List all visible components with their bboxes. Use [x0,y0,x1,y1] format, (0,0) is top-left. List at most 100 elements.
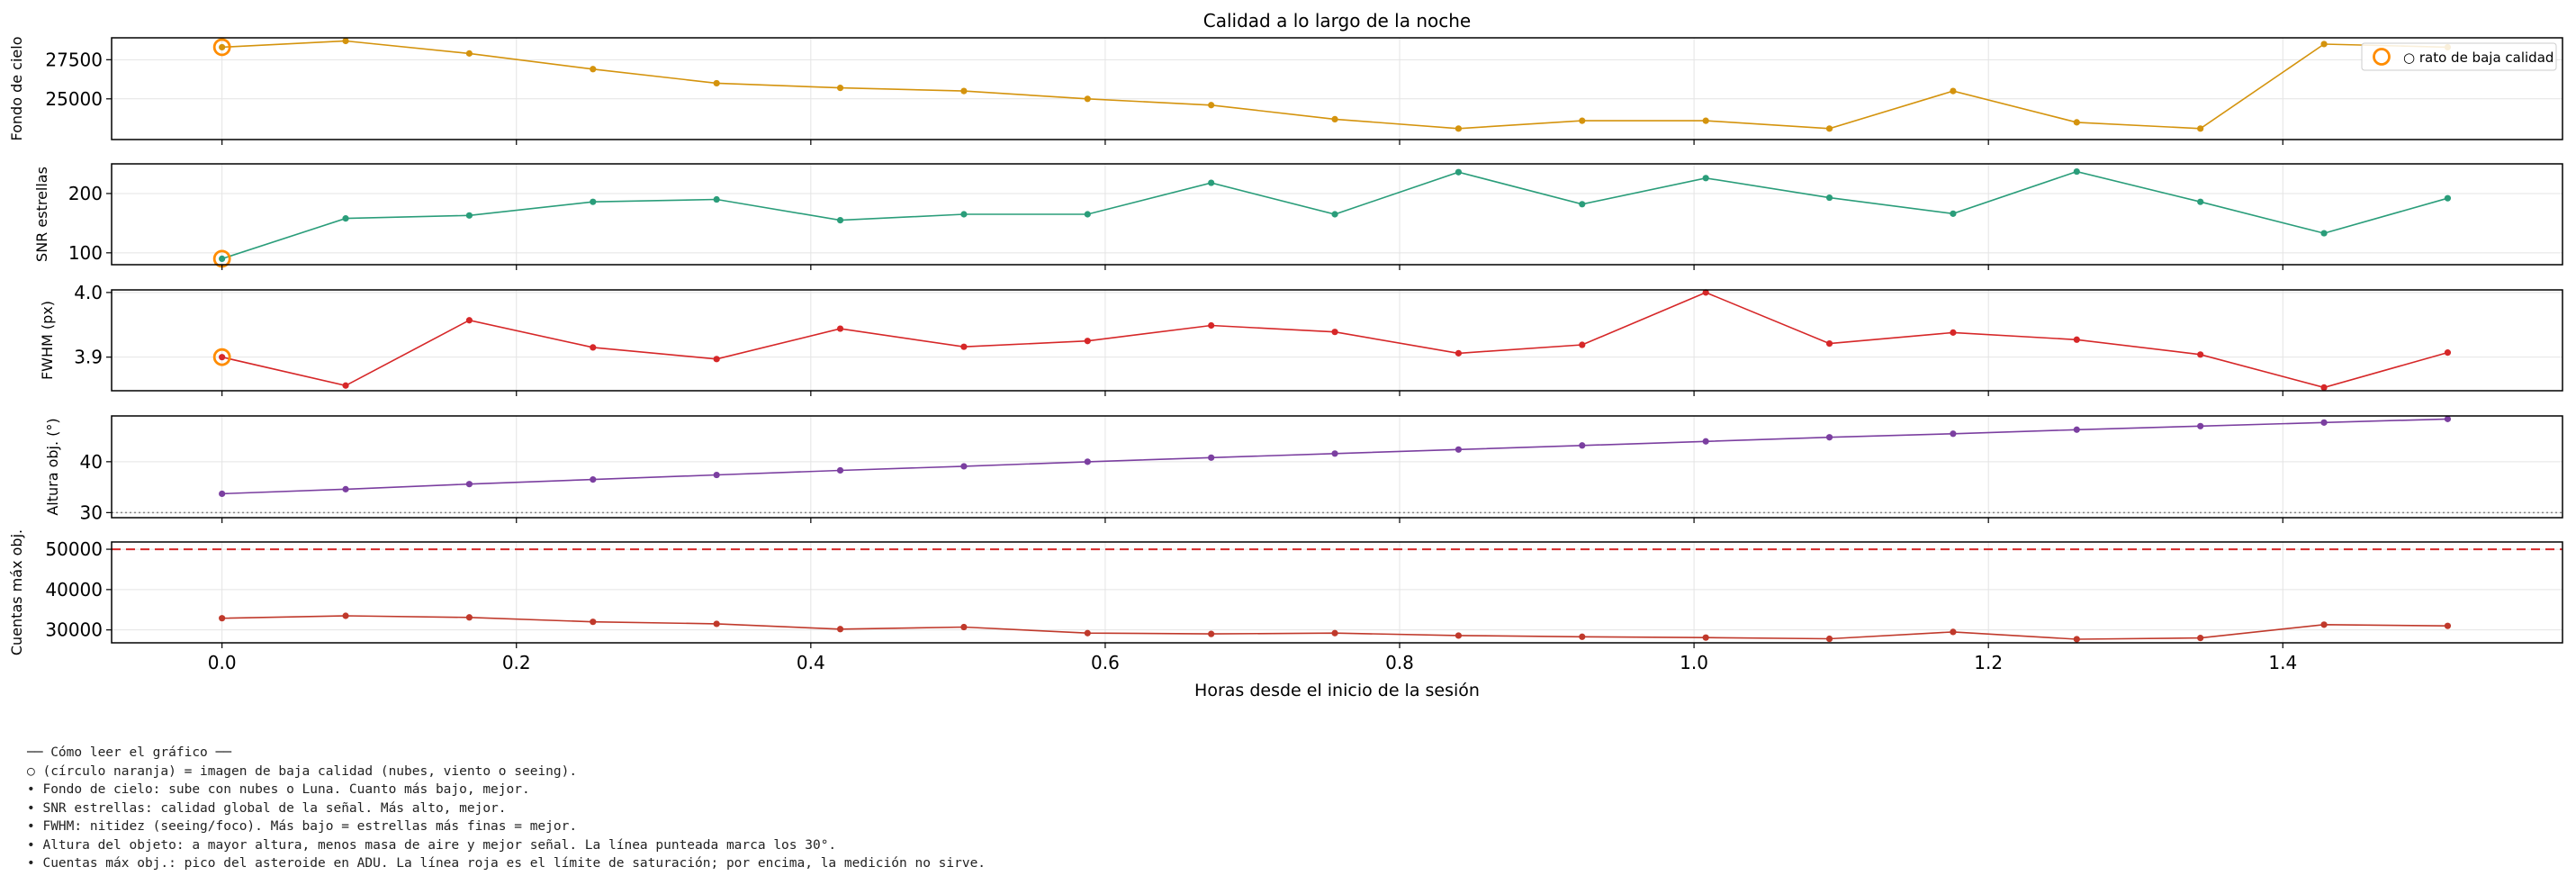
series-line-sky [221,40,2448,130]
y-tick-label: 200 [68,183,103,204]
data-point-sky [1579,117,1586,124]
data-point-peak_counts [1331,629,1338,637]
data-point-snr [713,195,720,203]
data-point-peak_counts [713,620,720,628]
y-axis-label: Altura obj. (°) [44,418,61,515]
data-point-snr [2073,167,2080,176]
y-tick-label: 30 [80,501,103,523]
legend-marker [2373,48,2391,66]
y-tick-label: 30000 [45,619,103,641]
data-point-snr [219,255,226,263]
data-point-altitude [2197,422,2204,429]
data-point-fwhm [2444,349,2452,357]
note-sky: • Fondo de cielo: sube con nubes o Luna.… [27,782,530,797]
x-tick-label: 1.2 [1974,652,2003,673]
data-point-sky [1825,125,1833,132]
y-tick-label: 4.0 [74,282,103,303]
data-point-snr [1331,211,1338,218]
data-point-fwhm [1950,329,1957,336]
y-tick-label: 27500 [45,49,103,70]
data-point-fwhm [1455,349,1463,357]
data-point-fwhm [2320,384,2328,392]
data-point-snr [2444,194,2452,202]
data-point-fwhm [1084,338,1091,345]
y-axis-label: SNR estrellas [33,167,50,262]
data-point-altitude [713,471,720,479]
data-point-sky [836,85,844,92]
data-point-sky [342,37,349,45]
data-point-peak_counts [1702,634,1709,641]
data-point-altitude [342,485,349,492]
data-point-altitude [1331,450,1338,457]
data-point-sky [219,43,226,51]
data-point-snr [1208,179,1215,186]
y-axis-label: Cuentas máx obj. [8,529,25,655]
y-tick-label: 100 [68,242,103,264]
data-point-fwhm [342,382,349,389]
data-point-snr [2197,198,2204,205]
data-point-snr [342,215,349,222]
data-point-snr [1084,211,1091,218]
x-tick-label: 0.6 [1091,652,1120,673]
data-point-altitude [1825,434,1833,441]
data-point-peak_counts [2073,636,2080,643]
data-point-altitude [2073,426,2080,433]
data-point-altitude [2444,415,2452,422]
note-peak-counts: • Cuentas máx obj.: pico del asteroide e… [27,856,986,871]
data-point-altitude [590,476,597,483]
x-axis-label: Horas desde el inicio de la sesión [1194,681,1480,700]
data-point-sky [465,50,473,57]
data-point-fwhm [219,354,226,361]
y-axis-label: FWHM (px) [39,301,56,380]
x-tick-label: 1.0 [1680,652,1708,673]
data-point-snr [1825,194,1833,202]
data-point-sky [2197,125,2204,132]
data-point-altitude [1455,446,1463,453]
x-tick-label: 0.0 [208,652,237,673]
data-point-sky [1084,95,1091,103]
data-point-peak_counts [1825,635,1833,643]
data-point-peak_counts [590,619,597,626]
data-point-snr [465,212,473,219]
y-tick-label: 25000 [45,88,103,110]
data-point-fwhm [465,317,473,324]
data-point-altitude [1084,458,1091,465]
x-tick-label: 1.4 [2268,652,2297,673]
data-point-peak_counts [1455,632,1463,639]
y-tick-label: 40000 [45,579,103,601]
note-low-quality: ○ (círculo naranja) = imagen de baja cal… [27,763,578,779]
panel-frame-fwhm [111,289,2563,392]
note-altitude: • Altura del objeto: a mayor altura, men… [27,837,837,853]
data-point-altitude [465,481,473,488]
data-point-peak_counts [1579,633,1586,640]
data-point-altitude [960,463,968,470]
data-point-peak_counts [836,626,844,633]
data-point-snr [1702,175,1709,182]
data-point-altitude [1579,442,1586,449]
data-point-peak_counts [342,612,349,619]
data-point-sky [1455,125,1463,132]
data-point-snr [1455,168,1463,176]
data-point-fwhm [2197,351,2204,358]
low-quality-marker [212,38,231,57]
panel-frame-snr [111,163,2563,266]
panel-frame-peak_counts [111,541,2563,644]
data-point-fwhm [1208,321,1215,330]
chart-title: Calidad a lo largo de la noche [1203,10,1472,32]
data-point-snr [1950,210,1957,217]
data-point-altitude [1208,454,1215,461]
data-point-altitude [219,490,226,498]
low-quality-marker [212,348,231,366]
x-tick-label: 0.8 [1385,652,1414,673]
series-line-fwhm [221,292,2448,389]
data-point-snr [1579,201,1586,208]
panel-frame-altitude [111,415,2563,519]
data-point-peak_counts [2444,622,2452,629]
data-point-sky [1208,102,1215,109]
data-point-sky [590,66,597,73]
data-point-fwhm [960,343,968,350]
data-point-sky [1702,117,1709,124]
data-point-sky [2073,119,2080,126]
data-point-altitude [1950,430,1957,438]
